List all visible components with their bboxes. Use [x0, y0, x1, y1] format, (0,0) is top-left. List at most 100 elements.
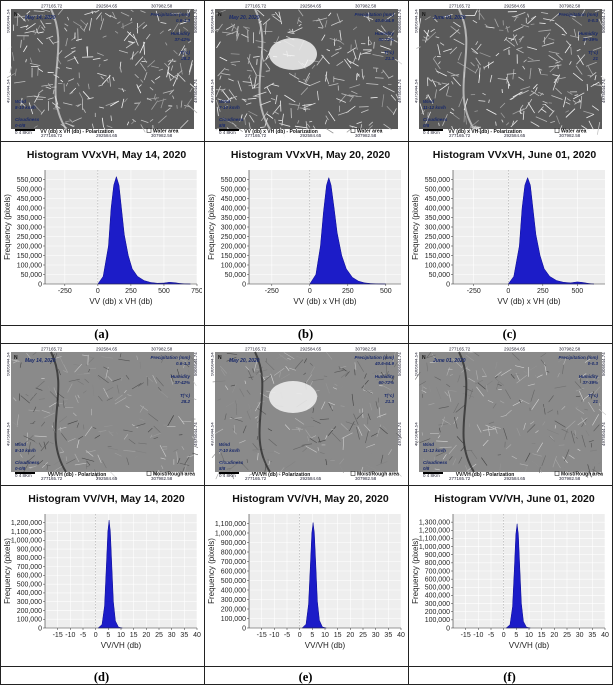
x-tick-label: 20	[346, 632, 354, 639]
precipitation-title: Precipitation (mm)	[558, 12, 598, 17]
texture-stroke	[66, 458, 76, 465]
texture-stroke	[181, 446, 185, 451]
texture-stroke	[356, 121, 362, 125]
texture-stroke	[357, 361, 364, 372]
texture-stroke	[118, 87, 127, 91]
texture-stroke	[75, 395, 79, 403]
texture-stroke	[332, 387, 337, 390]
texture-stroke	[551, 95, 563, 100]
texture-stroke	[421, 432, 424, 436]
map-coordinate: 4975044.74	[601, 422, 606, 446]
texture-stroke	[454, 416, 458, 429]
texture-stroke	[140, 79, 144, 83]
texture-stroke	[191, 436, 198, 443]
north-arrow-icon: N	[14, 12, 18, 18]
texture-stroke	[485, 384, 488, 392]
texture-stroke	[170, 377, 174, 385]
texture-stroke	[231, 63, 237, 66]
texture-stroke	[189, 87, 193, 93]
texture-stroke	[508, 37, 515, 41]
y-tick-label: 100,000	[17, 617, 42, 624]
texture-stroke	[40, 441, 49, 452]
texture-stroke	[279, 371, 281, 378]
histogram-cell: Histogram VVxVH, May 20, 2020 0 50,000 100,…	[205, 142, 408, 341]
texture-stroke	[247, 57, 253, 69]
texture-stroke	[88, 17, 92, 31]
texture-stroke	[161, 465, 164, 470]
panel-label: (a)	[94, 327, 109, 341]
texture-stroke	[474, 126, 478, 136]
texture-stroke	[487, 400, 494, 403]
y-tick-label: 400,000	[221, 205, 246, 212]
texture-stroke	[565, 110, 569, 113]
texture-stroke	[475, 370, 479, 380]
texture-stroke	[167, 59, 171, 62]
texture-stroke	[278, 467, 285, 475]
texture-stroke	[580, 9, 586, 17]
sar-image	[215, 352, 398, 472]
texture-stroke	[217, 98, 226, 102]
texture-stroke	[248, 74, 251, 79]
texture-stroke	[576, 48, 581, 52]
y-tick-label: 0	[38, 281, 42, 288]
map-coordinate: 307982.58	[355, 347, 377, 352]
texture-stroke	[441, 419, 451, 425]
texture-stroke	[262, 374, 273, 383]
texture-stroke	[342, 437, 345, 450]
map-coordinate: 4975044.54	[211, 422, 215, 446]
texture-stroke	[431, 353, 439, 363]
texture-stroke	[447, 71, 459, 77]
humidity-value: 37-39%	[582, 37, 598, 42]
wind-title: Wind	[15, 99, 26, 104]
texture-stroke	[119, 353, 122, 358]
texture-stroke	[179, 21, 188, 25]
texture-stroke	[470, 61, 475, 67]
texture-stroke	[516, 375, 527, 384]
texture-stroke	[505, 122, 510, 126]
texture-stroke	[510, 34, 518, 42]
texture-stroke	[354, 39, 358, 50]
texture-stroke	[176, 368, 181, 378]
texture-stroke	[503, 427, 508, 440]
texture-stroke	[437, 435, 441, 439]
texture-stroke	[78, 92, 84, 100]
column-divider	[408, 1, 409, 684]
y-tick-label: 900,000	[221, 540, 246, 547]
texture-stroke	[263, 82, 275, 89]
texture-stroke	[340, 405, 345, 407]
texture-stroke	[184, 455, 191, 465]
texture-stroke	[229, 462, 239, 470]
texture-stroke	[555, 87, 562, 95]
texture-stroke	[500, 415, 507, 418]
texture-stroke	[519, 463, 528, 466]
texture-stroke	[590, 449, 597, 452]
texture-stroke	[518, 107, 527, 113]
texture-stroke	[525, 452, 531, 462]
texture-stroke	[584, 408, 588, 411]
texture-stroke	[95, 9, 100, 13]
texture-stroke	[44, 14, 56, 21]
texture-stroke	[309, 80, 321, 87]
texture-stroke	[158, 115, 167, 124]
map-svg: 277165.72 292584.65 307982.58 277165.72 2925…	[211, 347, 402, 481]
texture-stroke	[238, 440, 246, 444]
texture-stroke	[532, 83, 538, 90]
texture-stroke	[58, 355, 64, 364]
chart-title: Histogram VV/VH, May 14, 2020	[28, 493, 185, 505]
texture-stroke	[214, 428, 224, 435]
cloudiness-title: Cloudiness	[423, 117, 448, 122]
texture-stroke	[349, 421, 355, 432]
texture-stroke	[305, 445, 317, 453]
texture-stroke	[356, 426, 360, 440]
texture-stroke	[326, 351, 333, 360]
texture-stroke	[246, 102, 252, 105]
texture-stroke	[252, 86, 260, 89]
texture-stroke	[292, 27, 303, 33]
y-tick-label: 200,000	[17, 243, 42, 250]
texture-stroke	[248, 471, 257, 476]
texture-stroke	[29, 393, 37, 401]
texture-stroke	[138, 442, 147, 445]
texture-stroke	[252, 443, 258, 450]
y-tick-label: 500,000	[17, 186, 42, 193]
